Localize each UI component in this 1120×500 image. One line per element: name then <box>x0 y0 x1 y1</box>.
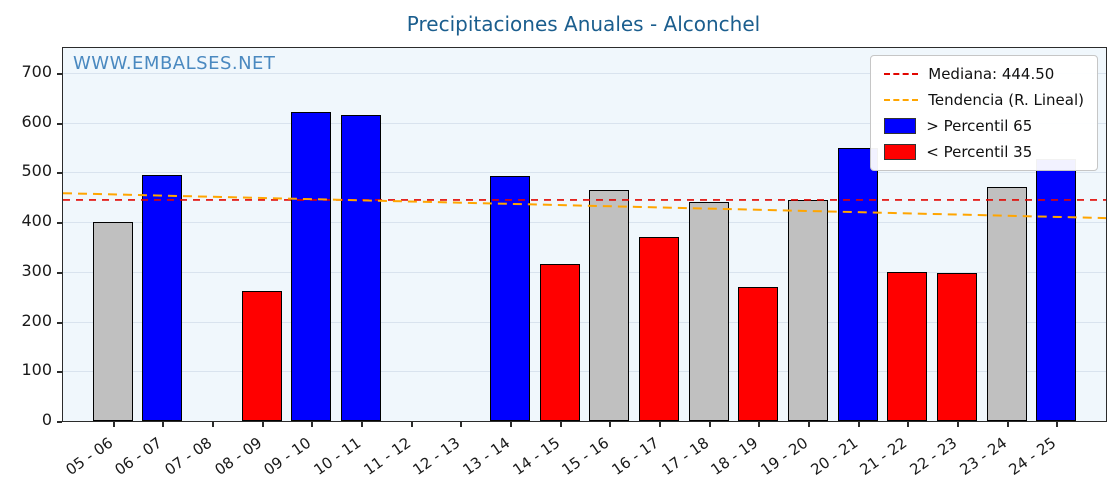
chart-title: Precipitaciones Anuales - Alconchel <box>406 12 761 36</box>
legend-item: Tendencia (R. Lineal) <box>884 91 1084 109</box>
y-tick-mark <box>57 271 62 274</box>
x-tick-label: 11 - 12 <box>359 433 414 479</box>
x-tick-mark <box>609 422 612 427</box>
x-tick-label: 06 - 07 <box>111 433 166 479</box>
x-tick-label: 16 - 17 <box>608 433 663 479</box>
x-tick-label: 09 - 10 <box>260 433 315 479</box>
x-tick-mark <box>460 422 463 427</box>
x-tick-label: 21 - 22 <box>856 433 911 479</box>
x-tick-mark <box>212 422 214 427</box>
gridline <box>63 271 1106 273</box>
x-tick-label: 13 - 14 <box>459 433 514 479</box>
x-tick-mark <box>361 422 363 427</box>
x-tick-mark <box>261 422 264 427</box>
x-tick-mark <box>957 422 959 427</box>
bar-15-16 <box>589 190 630 421</box>
x-tick-mark <box>659 422 661 427</box>
y-tick-label: 0 <box>41 410 52 429</box>
x-tick-label: 10 - 11 <box>310 433 365 479</box>
y-tick-mark <box>57 122 62 125</box>
reference-lines <box>63 192 1106 220</box>
x-tick-label: 20 - 21 <box>806 433 861 479</box>
x-tick-mark <box>510 422 512 427</box>
x-tick-mark <box>559 422 562 427</box>
bar-22-23 <box>937 272 977 421</box>
bar-14-15 <box>539 263 580 421</box>
y-tick-label: 100 <box>21 360 52 380</box>
y-tick-mark <box>57 72 62 75</box>
legend-item: Mediana: 444.50 <box>884 65 1084 83</box>
legend-patch-below-icon <box>884 144 917 160</box>
x-tick-mark <box>410 422 413 427</box>
x-tick-mark <box>857 422 860 427</box>
legend: Mediana: 444.50 Tendencia (R. Lineal) > Pe… <box>870 55 1098 171</box>
legend-label: < Percentil 35 <box>926 143 1033 161</box>
x-tick-label: 05 - 06 <box>61 433 116 479</box>
y-tick-mark <box>57 421 62 423</box>
bar-24-25 <box>1036 158 1077 421</box>
gridline <box>63 222 1106 224</box>
bar-06-07 <box>142 174 183 421</box>
legend-patch-above-icon <box>884 118 917 134</box>
bar-16-17 <box>639 237 679 421</box>
y-tick-label: 500 <box>21 161 52 181</box>
gridline <box>63 72 1106 74</box>
x-tick-mark <box>162 422 165 427</box>
legend-label: Tendencia (R. Lineal) <box>928 91 1084 109</box>
x-tick-mark <box>808 422 810 427</box>
bar-19-20 <box>788 200 828 421</box>
x-tick-mark <box>708 422 711 427</box>
gridline <box>63 172 1106 174</box>
x-tick-mark <box>311 422 314 427</box>
y-tick-mark <box>57 172 62 175</box>
bar-21-22 <box>887 271 928 421</box>
y-tick-mark <box>57 222 62 225</box>
bar-05-06 <box>92 222 133 421</box>
x-tick-label: 22 - 23 <box>906 433 961 479</box>
legend-line-median-icon <box>884 73 919 75</box>
x-tick-mark <box>1056 422 1059 427</box>
legend-line-trend-icon <box>884 99 919 101</box>
bar-08-09 <box>241 290 282 421</box>
gridline <box>63 122 1106 124</box>
bar-23-24 <box>986 187 1027 421</box>
y-tick-label: 300 <box>21 260 52 280</box>
legend-item: < Percentil 35 <box>884 143 1084 161</box>
bar-20-21 <box>837 148 878 421</box>
legend-label: Mediana: 444.50 <box>928 65 1055 83</box>
bar-10-11 <box>341 114 381 421</box>
bar-13-14 <box>490 176 530 421</box>
x-tick-label: 18 - 19 <box>707 433 762 479</box>
legend-label: > Percentil 65 <box>926 117 1033 135</box>
y-tick-label: 400 <box>21 211 52 231</box>
gridline <box>63 371 1106 373</box>
legend-item: > Percentil 65 <box>884 117 1084 135</box>
x-tick-label: 23 - 24 <box>955 433 1010 479</box>
watermark: WWW.EMBALSES.NET <box>73 53 276 74</box>
trend-line <box>63 192 1106 220</box>
x-tick-mark <box>758 422 761 427</box>
x-tick-label: 17 - 18 <box>657 433 712 479</box>
gridline <box>63 321 1106 323</box>
plot-area: WWW.EMBALSES.NET Mediana: 444.50 Tendenci… <box>62 47 1107 422</box>
y-tick-mark <box>57 371 62 374</box>
x-tick-label: 19 - 20 <box>757 433 812 479</box>
bar-18-19 <box>738 286 779 421</box>
x-tick-label: 12 - 13 <box>409 433 464 479</box>
x-tick-label: 08 - 09 <box>210 433 265 479</box>
y-tick-label: 200 <box>21 310 52 330</box>
x-tick-label: 15 - 16 <box>558 433 613 479</box>
x-tick-mark <box>1006 422 1009 427</box>
bar-09-10 <box>291 111 332 421</box>
x-tick-mark <box>907 422 910 427</box>
x-tick-label: 24 - 25 <box>1005 433 1060 479</box>
bar-17-18 <box>688 202 729 421</box>
x-tick-label: 07 - 08 <box>161 433 216 479</box>
y-tick-label: 600 <box>21 111 52 131</box>
y-tick-mark <box>57 321 62 324</box>
y-tick-label: 700 <box>21 61 52 81</box>
x-tick-label: 14 - 15 <box>508 433 563 479</box>
x-tick-mark <box>112 422 115 427</box>
